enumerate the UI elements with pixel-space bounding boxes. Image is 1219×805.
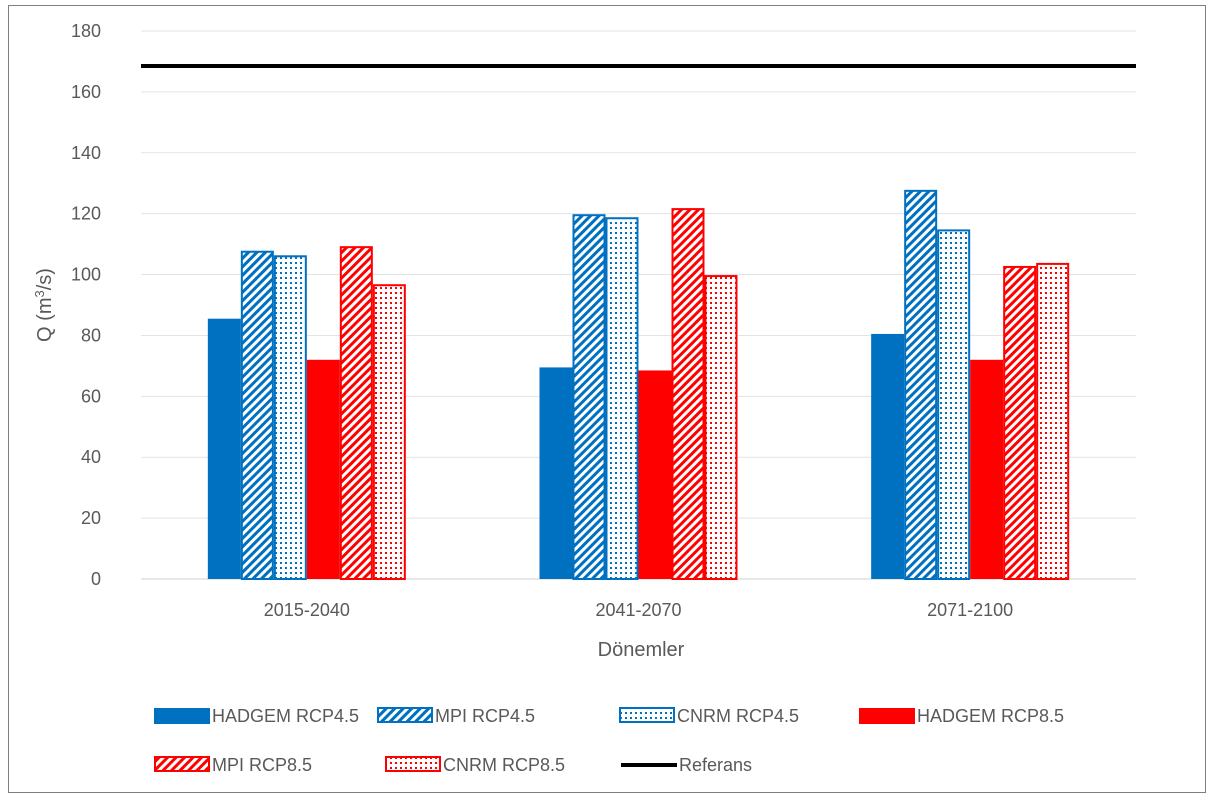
- x-tick-label: 2041-2070: [595, 600, 681, 620]
- legend-item: MPI RCP4.5: [377, 706, 535, 726]
- legend-swatch: [154, 756, 210, 772]
- legend-label: CNRM RCP8.5: [443, 755, 565, 775]
- bar: [605, 217, 639, 580]
- y-tick-label: 80: [81, 325, 101, 345]
- y-tick-label: 0: [91, 569, 101, 589]
- x-tick-label: 2071-2100: [927, 600, 1013, 620]
- bar: [671, 208, 705, 580]
- legend-label: MPI RCP4.5: [435, 706, 535, 726]
- y-axis-label: Q (m3/s): [32, 268, 56, 342]
- legend-label: CNRM RCP4.5: [677, 706, 799, 726]
- bars: [207, 189, 1070, 581]
- legend-label: HADGEM RCP8.5: [917, 706, 1064, 726]
- y-tick-label: 120: [71, 204, 101, 224]
- bar-chart: 0 20 40 60 80 100 120 140 160 180 2015-2040 2041-2…: [32, 21, 1136, 775]
- y-tick-label: 60: [81, 386, 101, 406]
- bar: [871, 333, 905, 579]
- bar: [207, 318, 241, 579]
- y-tick-label: 160: [71, 82, 101, 102]
- x-axis-ticks: 2015-2040 2041-2070 2071-2100: [264, 600, 1013, 620]
- legend-item: HADGEM RCP4.5: [154, 706, 359, 726]
- bar: [904, 189, 938, 580]
- bar: [273, 255, 307, 581]
- bar: [1003, 265, 1037, 580]
- y-tick-label: 140: [71, 143, 101, 163]
- bar: [339, 246, 373, 580]
- legend-swatch: [859, 708, 915, 724]
- bar: [704, 275, 738, 580]
- x-tick-label: 2015-2040: [264, 600, 350, 620]
- y-tick-label: 180: [71, 21, 101, 41]
- bar: [572, 214, 606, 580]
- legend-swatch: [377, 707, 433, 723]
- legend-swatch: [619, 707, 675, 723]
- bar: [539, 367, 573, 579]
- y-axis-ticks: 0 20 40 60 80 100 120 140 160 180: [71, 21, 101, 589]
- bar: [638, 370, 672, 579]
- legend: HADGEM RCP4.5 MPI RCP4.5 CNRM RCP4.5 HADGEM…: [154, 706, 1064, 775]
- legend-item: CNRM RCP8.5: [385, 755, 565, 775]
- legend-item: HADGEM RCP8.5: [859, 706, 1064, 726]
- y-tick-label: 40: [81, 447, 101, 467]
- bar: [970, 359, 1004, 579]
- bar: [306, 359, 340, 579]
- bar: [1036, 262, 1070, 580]
- legend-label: HADGEM RCP4.5: [212, 706, 359, 726]
- legend-item: CNRM RCP4.5: [619, 706, 799, 726]
- bar: [937, 229, 971, 581]
- legend-swatch: [154, 708, 210, 724]
- legend-label: Referans: [679, 755, 752, 775]
- legend-item: Referans: [621, 755, 752, 775]
- legend-item: MPI RCP8.5: [154, 755, 312, 775]
- y-tick-label: 20: [81, 508, 101, 528]
- chart-frame: 0 20 40 60 80 100 120 140 160 180 2015-2040 2041-2…: [8, 5, 1206, 793]
- y-tick-label: 100: [71, 265, 101, 285]
- x-axis-label: Dönemler: [598, 639, 685, 661]
- bar: [240, 250, 274, 580]
- bar: [372, 284, 406, 580]
- legend-swatch: [385, 756, 441, 772]
- legend-label: MPI RCP8.5: [212, 755, 312, 775]
- y-axis-label-group: Q (m3/s): [32, 268, 56, 342]
